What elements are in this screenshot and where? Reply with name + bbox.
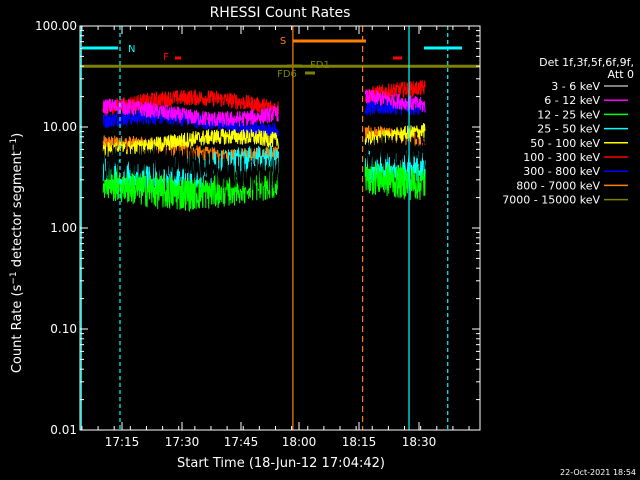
y-tick-label: 0.10 [50, 322, 77, 336]
series-line-3to6keV [102, 144, 279, 192]
flag-label-n: N [128, 44, 135, 55]
flag-label-f: F [163, 52, 169, 63]
x-tick-label: 17:45 [224, 435, 259, 449]
series-line-12to25keV [364, 160, 426, 200]
flag-label-fd6: FD6 [277, 69, 297, 80]
x-tick-label: 18:15 [342, 435, 377, 449]
x-axis-label: Start Time (18-Jun-12 17:04:42) [177, 456, 385, 471]
legend-label: 7000 - 15000 keV [502, 194, 600, 207]
y-axis-label: Count Rate (s−1 detector segment−1) [9, 133, 25, 373]
legend-header: Att 0 [608, 68, 634, 81]
y-tick-label: 10.00 [43, 120, 77, 134]
x-tick-label: 18:00 [282, 435, 317, 449]
x-tick-label: 17:30 [165, 435, 200, 449]
legend-label: 300 - 800 keV [523, 165, 600, 178]
legend-label: 100 - 300 keV [523, 151, 600, 164]
y-tick-label: 1.00 [50, 221, 77, 235]
legend-label: 3 - 6 keV [551, 80, 600, 93]
legend-label: 50 - 100 keV [530, 137, 600, 150]
y-tick-label: 100.00 [35, 19, 77, 33]
series-line-50to100keV [102, 128, 279, 158]
legend-label: 800 - 7000 keV [516, 179, 600, 192]
series-line-12to25keV [102, 165, 279, 213]
series-line-6to12keV [364, 89, 426, 113]
flag-layer: N F S FD1 FD6 [82, 36, 462, 80]
tick-layer: 0.01 0.10 1.00 10.00 100.00 17:15 17:30 17:45 18… [35, 19, 480, 449]
chart-title: RHESSI Count Rates [210, 5, 351, 21]
legend-label: 6 - 12 keV [544, 94, 600, 107]
legend-label: 12 - 25 keV [537, 108, 600, 121]
data-layer [80, 26, 480, 430]
series-line-6to12keV [102, 98, 279, 127]
flag-label-fd1: FD1 [310, 60, 330, 71]
series-line-3to6keV [364, 134, 426, 171]
footer-date: 22-Oct-2021 18:54 [560, 468, 636, 477]
flag-label-s: S [280, 36, 286, 47]
x-tick-label: 17:15 [105, 435, 140, 449]
series-line-100to300keV [364, 79, 426, 103]
y-tick-label: 0.01 [50, 423, 77, 437]
legend-label: 25 - 50 keV [537, 123, 600, 136]
x-tick-label: 18:30 [402, 435, 437, 449]
legend-header: Det 1f,3f,5f,6f,9f, [539, 56, 634, 69]
